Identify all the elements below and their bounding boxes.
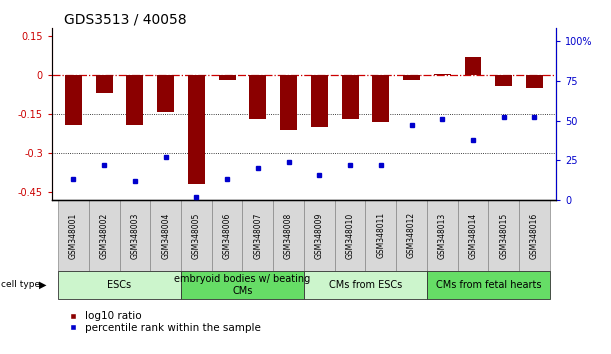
Text: GSM348004: GSM348004 <box>161 212 170 259</box>
Bar <box>403 75 420 80</box>
Bar <box>464 57 481 75</box>
FancyBboxPatch shape <box>304 200 335 271</box>
Bar <box>526 75 543 88</box>
FancyBboxPatch shape <box>212 200 243 271</box>
Text: GSM348010: GSM348010 <box>346 212 354 258</box>
FancyBboxPatch shape <box>365 200 396 271</box>
FancyBboxPatch shape <box>488 200 519 271</box>
Text: CMs from ESCs: CMs from ESCs <box>329 280 402 290</box>
FancyBboxPatch shape <box>458 200 488 271</box>
FancyBboxPatch shape <box>89 200 120 271</box>
Text: GSM348001: GSM348001 <box>69 212 78 258</box>
FancyBboxPatch shape <box>519 200 550 271</box>
Text: embryoid bodies w/ beating
CMs: embryoid bodies w/ beating CMs <box>174 274 310 296</box>
Text: CMs from fetal hearts: CMs from fetal hearts <box>436 280 541 290</box>
Text: GSM348015: GSM348015 <box>499 212 508 258</box>
Bar <box>496 75 512 86</box>
Bar <box>249 75 266 119</box>
FancyBboxPatch shape <box>58 271 181 299</box>
Text: GSM348005: GSM348005 <box>192 212 201 259</box>
FancyBboxPatch shape <box>304 271 427 299</box>
Text: cell type: cell type <box>1 280 40 290</box>
Bar <box>96 75 112 93</box>
Bar <box>126 75 144 125</box>
Text: GSM348006: GSM348006 <box>222 212 232 259</box>
Text: GDS3513 / 40058: GDS3513 / 40058 <box>64 12 187 27</box>
Bar <box>65 75 82 125</box>
Bar <box>188 75 205 184</box>
Text: GSM348008: GSM348008 <box>284 212 293 258</box>
FancyBboxPatch shape <box>335 200 365 271</box>
FancyBboxPatch shape <box>150 200 181 271</box>
Bar <box>157 75 174 112</box>
Bar <box>280 75 297 130</box>
FancyBboxPatch shape <box>273 200 304 271</box>
Bar <box>372 75 389 122</box>
Text: GSM348014: GSM348014 <box>469 212 478 258</box>
Text: GSM348007: GSM348007 <box>254 212 262 259</box>
Text: GSM348003: GSM348003 <box>130 212 139 259</box>
Text: GSM348012: GSM348012 <box>407 212 416 258</box>
Bar <box>342 75 359 119</box>
Bar <box>219 75 236 80</box>
FancyBboxPatch shape <box>181 271 304 299</box>
Text: ▶: ▶ <box>38 280 46 290</box>
FancyBboxPatch shape <box>243 200 273 271</box>
Text: ESCs: ESCs <box>108 280 131 290</box>
Text: GSM348013: GSM348013 <box>438 212 447 258</box>
FancyBboxPatch shape <box>120 200 150 271</box>
FancyBboxPatch shape <box>427 200 458 271</box>
FancyBboxPatch shape <box>396 200 427 271</box>
Text: GSM348011: GSM348011 <box>376 212 386 258</box>
Text: GSM348009: GSM348009 <box>315 212 324 259</box>
Bar <box>311 75 327 127</box>
FancyBboxPatch shape <box>181 200 212 271</box>
Text: GSM348002: GSM348002 <box>100 212 109 258</box>
FancyBboxPatch shape <box>427 271 550 299</box>
Text: GSM348016: GSM348016 <box>530 212 539 258</box>
FancyBboxPatch shape <box>58 200 89 271</box>
Legend: log10 ratio, percentile rank within the sample: log10 ratio, percentile rank within the … <box>70 312 261 333</box>
Bar <box>434 74 451 75</box>
